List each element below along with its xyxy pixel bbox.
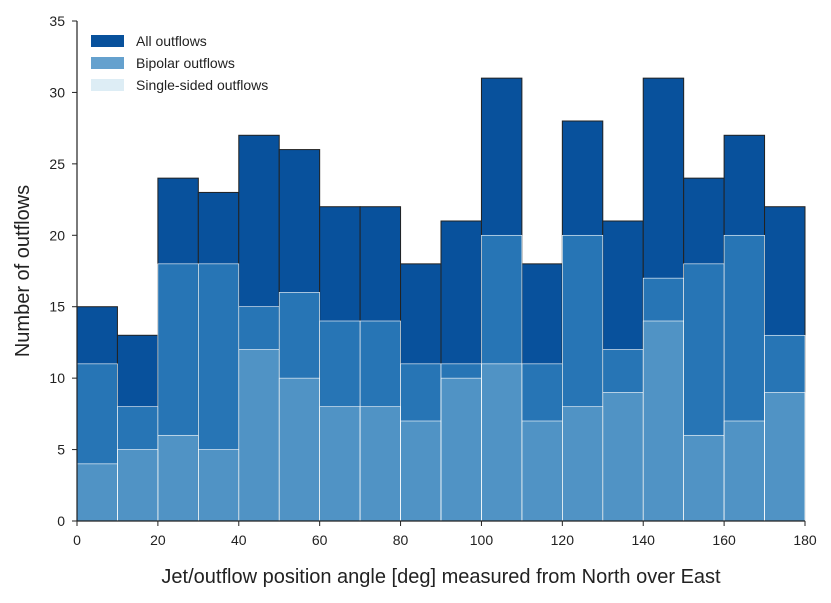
bar-single-sided-outflows-100	[481, 363, 523, 522]
bar-single-sided-outflows-80	[400, 420, 442, 522]
legend-swatch-all-outflows	[91, 35, 124, 47]
x-tick-label: 20	[150, 532, 166, 548]
legend: All outflows Bipolar outflows Single-sided…	[91, 33, 268, 93]
x-tick-label: 100	[470, 532, 494, 548]
bar-single-sided-outflows-0	[76, 463, 118, 522]
bar-single-sided-outflows-10	[117, 449, 159, 522]
bar-single-sided-outflows-140	[642, 320, 684, 522]
bar-bipolar-outflows-40	[238, 306, 280, 522]
bar-single-sided-outflows-130	[602, 392, 644, 522]
y-axis-title: Number of outflows	[12, 185, 34, 357]
y-tick-label: 15	[49, 299, 65, 315]
bar-single-sided-outflows-170	[764, 392, 806, 522]
bar-bipolar-outflows-100	[481, 234, 523, 522]
bar-single-sided-outflows-60	[319, 406, 361, 522]
y-tick-label: 10	[49, 370, 65, 386]
bar-bipolar-outflows-20	[157, 263, 199, 522]
bar-single-sided-outflows-40	[238, 349, 280, 522]
bar-single-sided-outflows-150	[683, 434, 725, 522]
x-tick-label: 180	[793, 532, 817, 548]
series-single-sided-outflows	[76, 320, 806, 522]
x-tick-label: 80	[393, 532, 409, 548]
bar-bipolar-outflows-160	[723, 234, 765, 522]
bar-bipolar-outflows-90	[440, 363, 482, 522]
legend-label-all-outflows: All outflows	[136, 33, 207, 49]
y-tick-label: 25	[49, 156, 65, 172]
axes: 0 20 40 60 80 100 120 140 160 180 0 5 10 15 20 25 30 35	[49, 13, 816, 548]
bar-bipolar-outflows-0	[76, 363, 118, 522]
bar-bipolar-outflows-170	[764, 334, 806, 522]
x-tick-label: 60	[312, 532, 328, 548]
legend-label-bipolar-outflows: Bipolar outflows	[136, 55, 235, 71]
bar-bipolar-outflows-30	[198, 263, 240, 522]
y-tick-label: 30	[49, 84, 65, 100]
bar-bipolar-outflows-80	[400, 363, 442, 522]
y-tick-label: 0	[57, 513, 65, 529]
x-tick-label: 140	[632, 532, 656, 548]
y-tick-label: 20	[49, 227, 65, 243]
x-tick-label: 160	[712, 532, 736, 548]
bar-bipolar-outflows-120	[562, 234, 604, 522]
x-axis-title: Jet/outflow position angle [deg] measure…	[161, 566, 721, 588]
bar-single-sided-outflows-30	[198, 449, 240, 522]
bar-single-sided-outflows-70	[359, 406, 401, 522]
x-tick-label: 120	[551, 532, 575, 548]
legend-label-single-sided-outflows: Single-sided outflows	[136, 77, 268, 93]
y-tick-label: 35	[49, 13, 65, 29]
legend-swatch-single-sided-outflows	[91, 79, 124, 91]
x-tick-label: 0	[73, 532, 81, 548]
legend-swatch-bipolar-outflows	[91, 57, 124, 69]
bar-single-sided-outflows-90	[440, 377, 482, 522]
bar-bipolar-outflows-60	[319, 320, 361, 522]
y-tick-label: 5	[57, 442, 65, 458]
x-tick-label: 40	[231, 532, 247, 548]
bar-single-sided-outflows-160	[723, 420, 765, 522]
bar-bipolar-outflows-10	[117, 406, 159, 522]
bar-single-sided-outflows-20	[157, 434, 199, 522]
bar-single-sided-outflows-50	[278, 377, 320, 522]
bar-single-sided-outflows-110	[521, 420, 563, 522]
bar-single-sided-outflows-120	[562, 406, 604, 522]
